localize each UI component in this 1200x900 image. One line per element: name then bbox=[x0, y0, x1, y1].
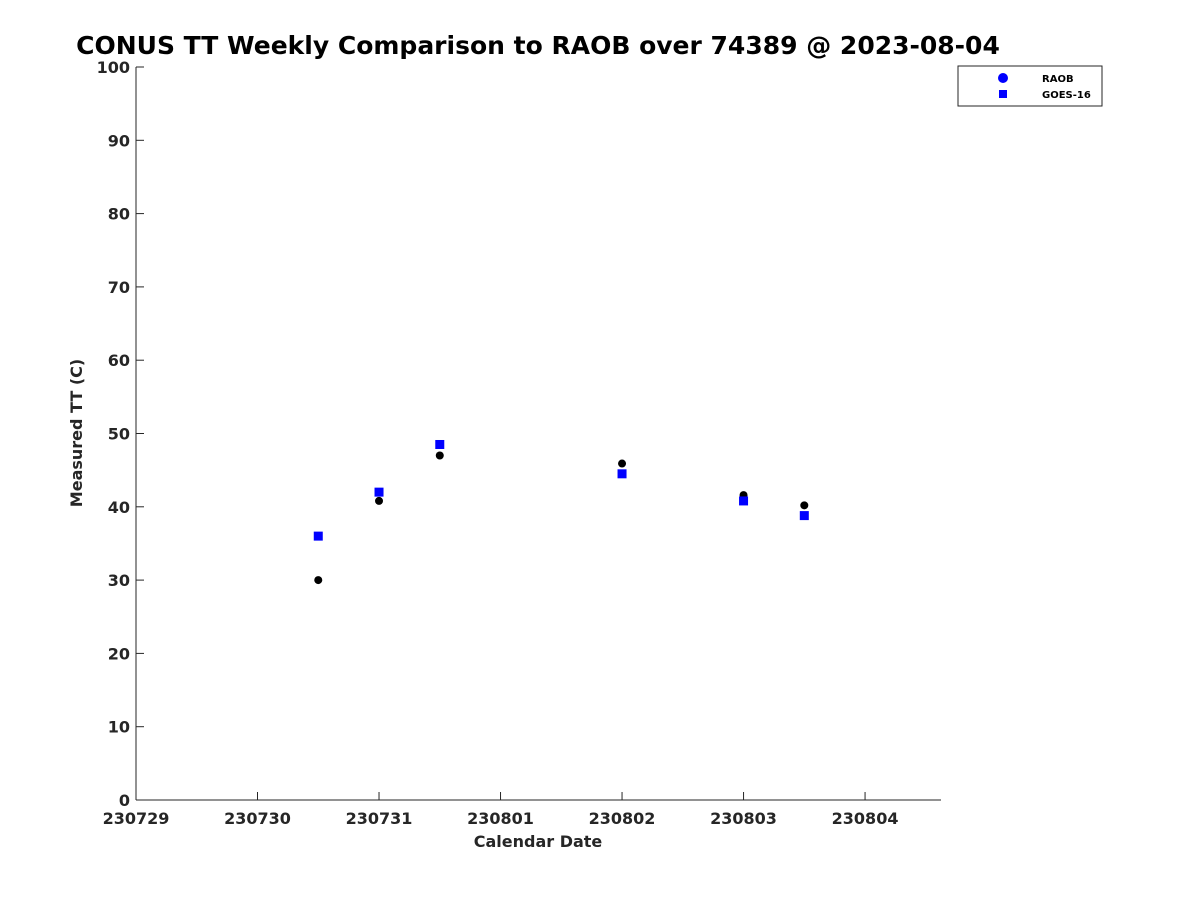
legend-marker-square bbox=[999, 90, 1007, 98]
y-tick-label: 60 bbox=[108, 351, 130, 370]
series-raob bbox=[314, 451, 809, 585]
legend-label: GOES-16 bbox=[1042, 90, 1091, 101]
x-tick-label: 230729 bbox=[103, 809, 170, 828]
legend: RAOB GOES-16 bbox=[957, 65, 1103, 107]
data-point-raob bbox=[800, 501, 809, 510]
data-point-goes-16 bbox=[374, 487, 384, 497]
y-tick-label: 30 bbox=[108, 571, 130, 590]
series-goes-16 bbox=[313, 439, 809, 541]
plot-area: 0 10 20 30 40 50 60 70 80 90 100 230729 230730 230731… bbox=[97, 58, 941, 828]
legend-box bbox=[957, 65, 1103, 107]
y-tick-label: 50 bbox=[108, 425, 130, 444]
data-point-goes-16 bbox=[313, 531, 323, 541]
y-axis-label: Measured TT (C) bbox=[67, 359, 86, 507]
legend-marker-circle bbox=[998, 73, 1008, 83]
data-point-raob bbox=[435, 451, 444, 460]
data-point-raob bbox=[375, 496, 384, 505]
data-point-goes-16 bbox=[799, 511, 809, 521]
y-tick-label: 80 bbox=[108, 205, 130, 224]
x-tick-label: 230801 bbox=[467, 809, 534, 828]
y-tick-label: 10 bbox=[108, 718, 130, 737]
x-tick-label: 230804 bbox=[832, 809, 899, 828]
data-point-goes-16 bbox=[739, 496, 749, 506]
x-axis-label: Calendar Date bbox=[474, 832, 603, 851]
y-tick-label: 20 bbox=[108, 644, 130, 663]
x-tick-label: 230731 bbox=[346, 809, 413, 828]
data-point-goes-16 bbox=[435, 439, 445, 449]
data-point-raob bbox=[618, 459, 627, 468]
y-tick-label: 90 bbox=[108, 131, 130, 150]
chart-title: CONUS TT Weekly Comparison to RAOB over … bbox=[76, 31, 1000, 60]
data-point-raob bbox=[314, 576, 323, 585]
x-tick-label: 230803 bbox=[710, 809, 777, 828]
data-point-goes-16 bbox=[617, 469, 627, 479]
x-tick-label: 230802 bbox=[589, 809, 656, 828]
legend-label: RAOB bbox=[1042, 74, 1074, 85]
y-tick-label: 100 bbox=[97, 58, 130, 77]
y-tick-label: 0 bbox=[119, 791, 130, 810]
x-tick-label: 230730 bbox=[224, 809, 291, 828]
y-tick-label: 40 bbox=[108, 498, 130, 517]
y-tick-label: 70 bbox=[108, 278, 130, 297]
